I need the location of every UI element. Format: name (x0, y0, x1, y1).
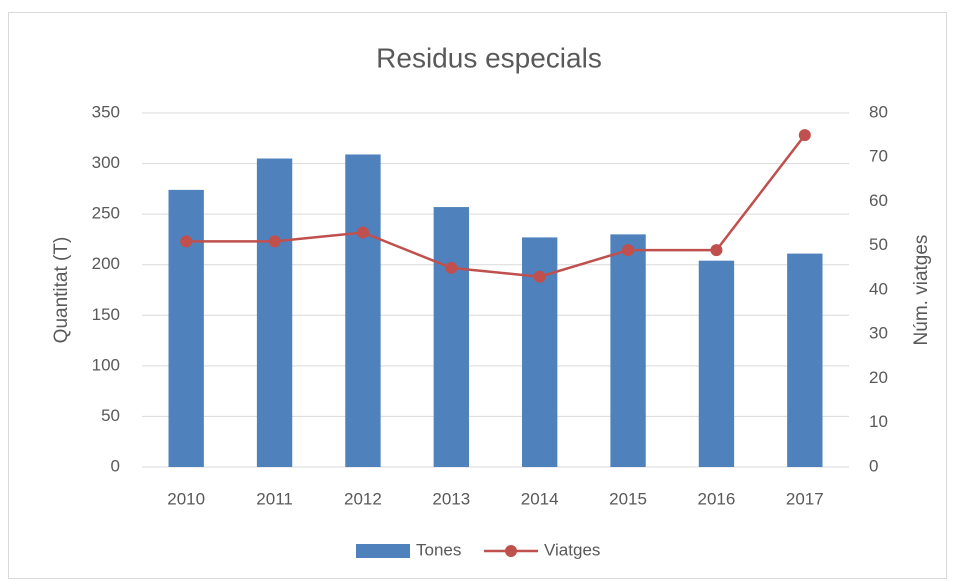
y-tick-label: 0 (111, 456, 120, 475)
marker (798, 129, 811, 142)
y-tick-label: 350 (92, 102, 120, 121)
y-tick-label: 50 (101, 406, 120, 425)
y-tick-label: 250 (92, 204, 120, 223)
x-tick-label: 2012 (344, 489, 382, 508)
y2-tick-label: 0 (869, 456, 878, 475)
y-axis-label: Quantitat (T) (51, 237, 72, 344)
x-tick-label: 2016 (698, 489, 736, 508)
x-tick-label: 2017 (786, 489, 824, 508)
y2-tick-label: 80 (869, 102, 888, 121)
bar (168, 189, 204, 467)
legend-marker (505, 545, 517, 557)
marker (268, 235, 281, 248)
legend-label: Viatges (544, 540, 600, 559)
y2-tick-label: 40 (869, 279, 888, 298)
chart-title: Residus especials (376, 42, 602, 73)
y-tick-label: 100 (92, 355, 120, 374)
bar (433, 207, 469, 467)
y2-tick-label: 50 (869, 235, 888, 254)
line (186, 134, 806, 278)
y2-tick-label: 10 (869, 412, 888, 431)
x-tick-label: 2013 (432, 489, 470, 508)
y2-tick-label: 30 (869, 324, 888, 343)
marker (445, 261, 458, 274)
y-tick-label: 300 (92, 153, 120, 172)
legend-swatch (356, 544, 410, 558)
bar (698, 260, 735, 467)
bar (610, 234, 646, 467)
y-tick-label: 200 (92, 254, 120, 273)
bar (787, 253, 823, 467)
marker (180, 235, 193, 248)
marker (533, 270, 546, 283)
y2-axis-label: Núm. viatges (911, 235, 932, 346)
x-tick-label: 2010 (167, 489, 205, 508)
marker (710, 244, 723, 257)
y-tick-label: 150 (92, 305, 120, 324)
marker (356, 226, 369, 239)
legend-label: Tones (416, 540, 461, 559)
y2-tick-label: 70 (869, 147, 888, 166)
marker (622, 244, 635, 257)
bar (345, 154, 381, 467)
x-tick-label: 2014 (521, 489, 559, 508)
x-tick-label: 2015 (609, 489, 647, 508)
y2-tick-label: 20 (869, 368, 888, 387)
x-tick-label: 2011 (256, 489, 293, 508)
y2-tick-label: 60 (869, 191, 888, 210)
bar (256, 158, 293, 467)
